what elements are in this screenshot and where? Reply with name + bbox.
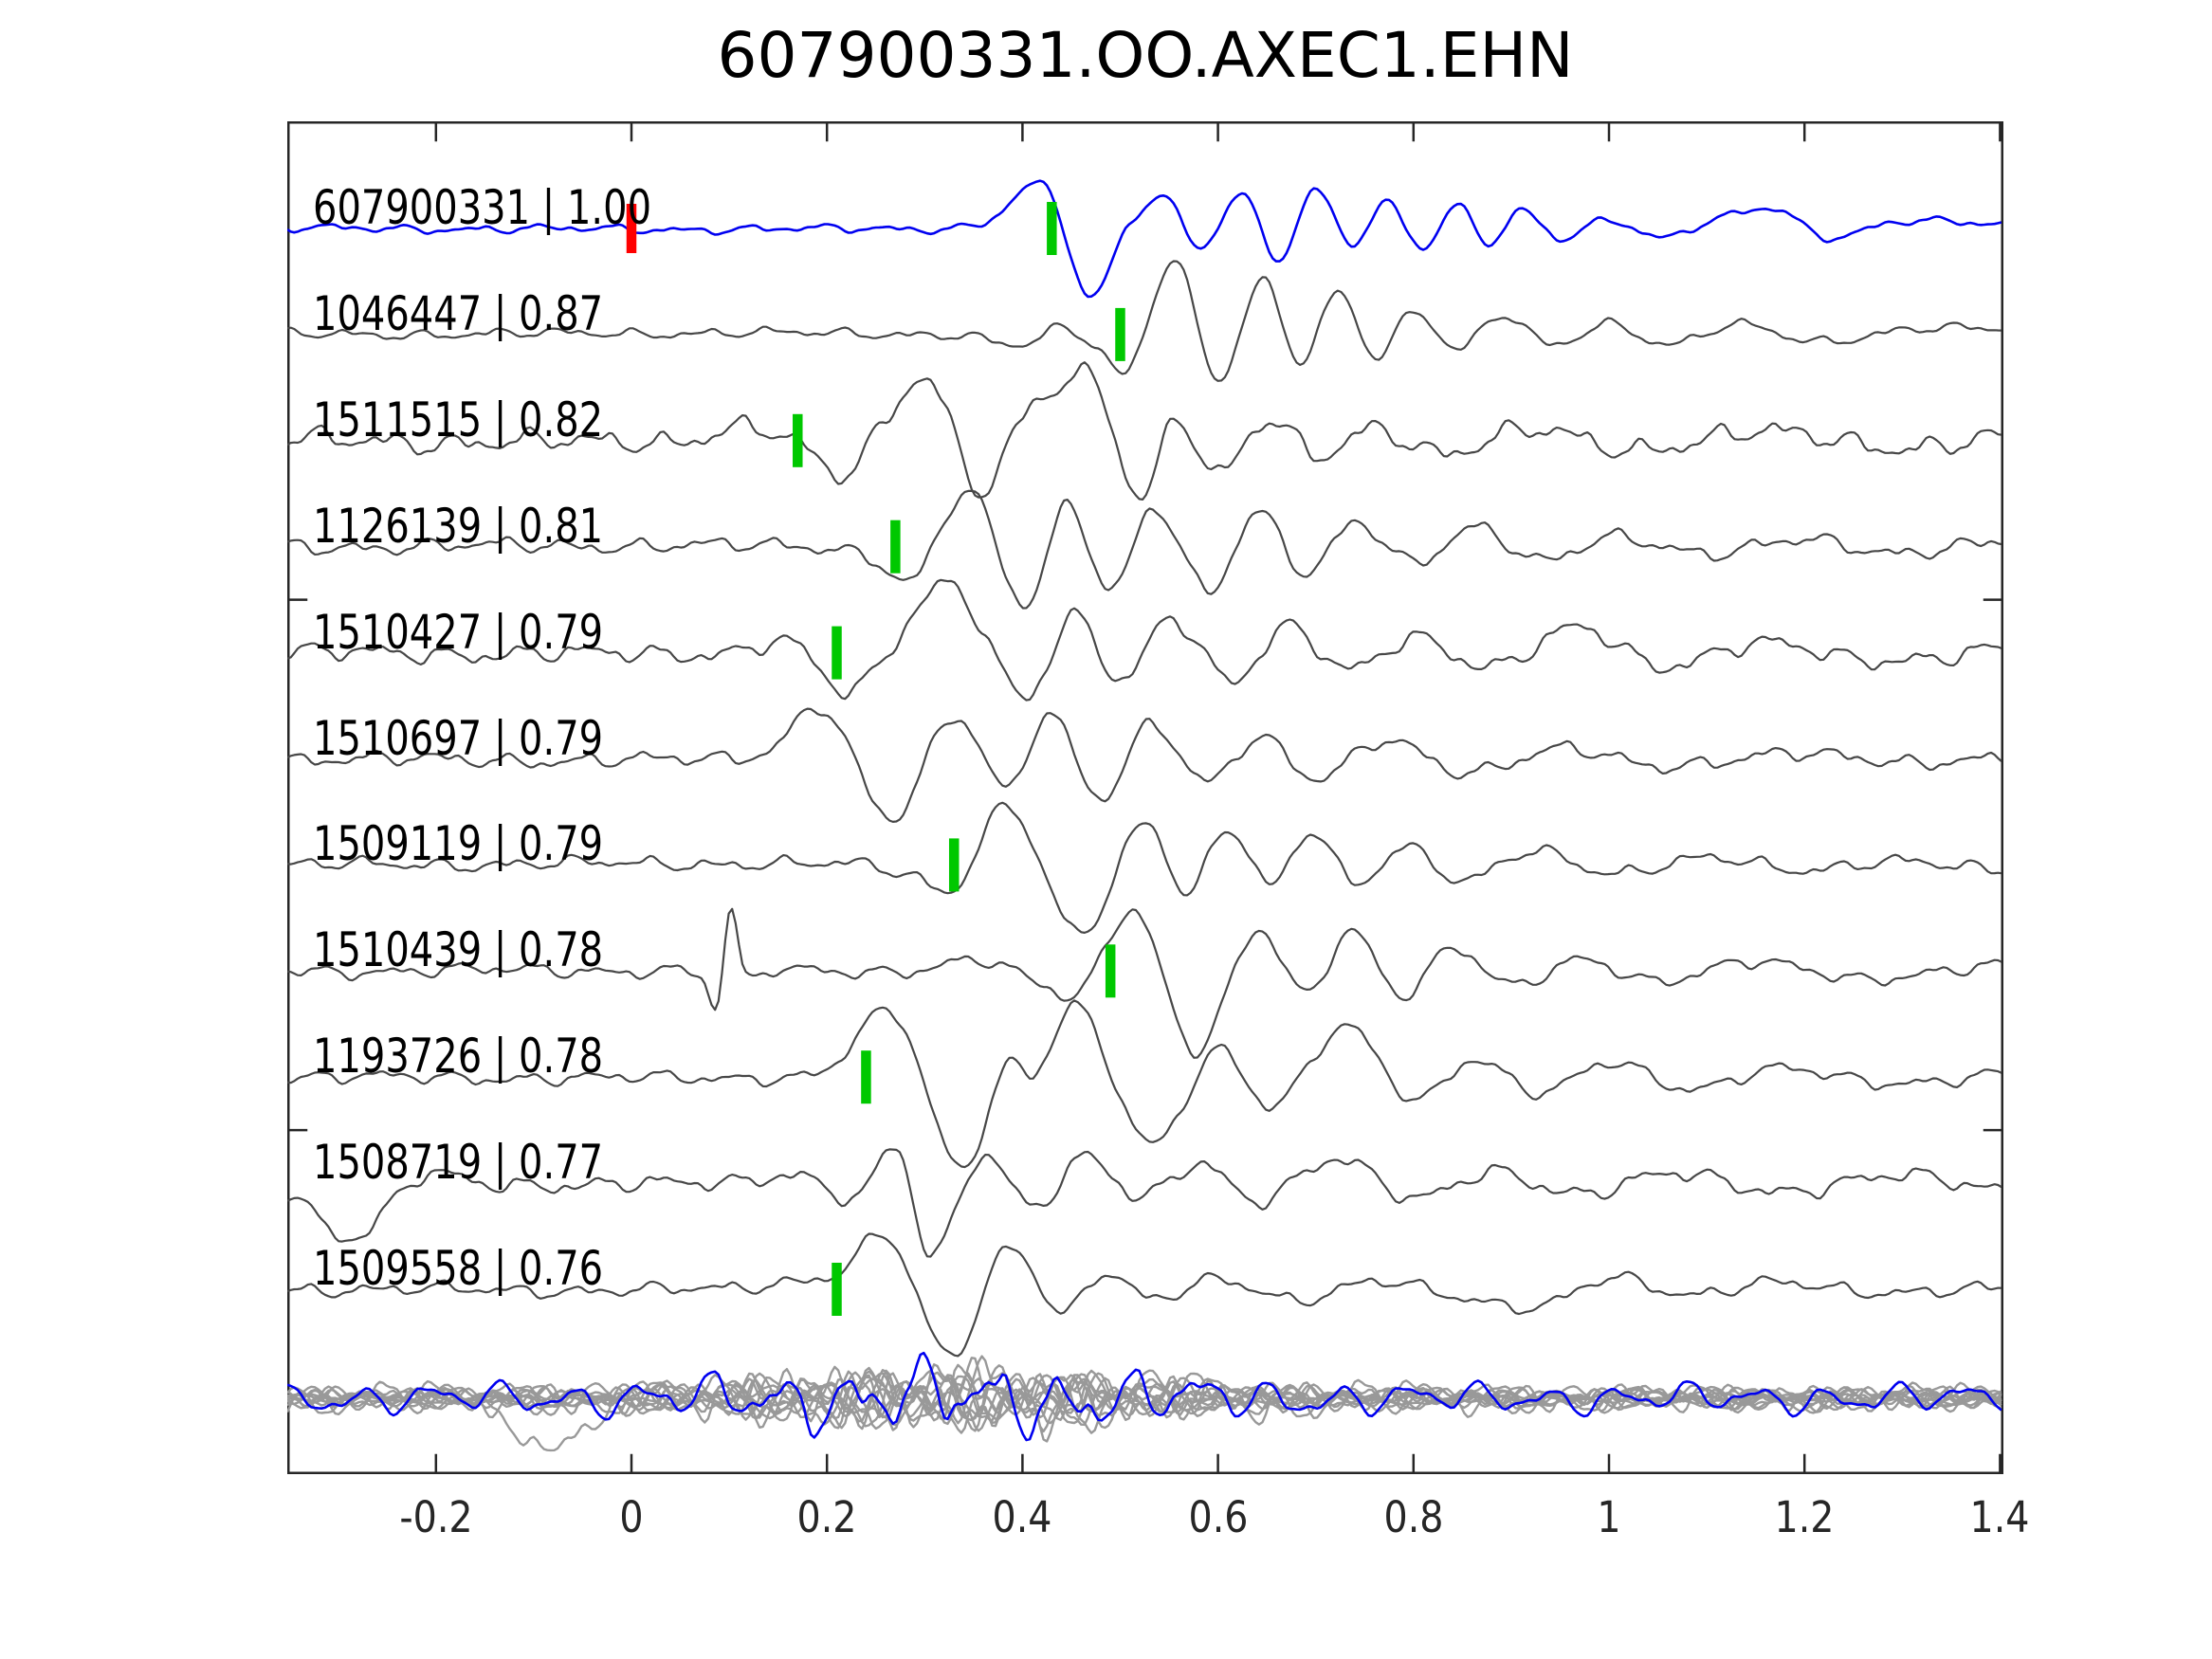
stack-trace: [287, 1369, 2002, 1424]
x-tick-label: 0: [619, 1492, 644, 1542]
pick-marker: [1047, 202, 1057, 255]
stack-trace: [287, 1364, 2002, 1427]
x-tick-label: 0.8: [1383, 1492, 1444, 1542]
waveform-1126139: [287, 489, 2002, 610]
x-tick-label: 1.4: [1969, 1492, 2030, 1542]
pick-marker: [832, 1263, 842, 1316]
pick-marker: [948, 838, 960, 892]
waveform-1509558: [287, 1232, 2002, 1358]
trace-label-1510439: 1510439 | 0.78: [313, 922, 604, 978]
waveform-1510697: [287, 707, 2002, 823]
waveform-607900331: [287, 179, 2002, 299]
trace-label-1046447: 1046447 | 0.87: [313, 285, 604, 341]
waveform-1510439: [287, 907, 2002, 1059]
trace-label-607900331: 607900331 | 1.00: [313, 180, 652, 235]
pick-marker: [793, 413, 803, 467]
waveform-1046447: [287, 260, 2002, 382]
x-tick-label: 0.6: [1188, 1492, 1249, 1542]
trace-label-1510427: 1510427 | 0.79: [313, 604, 604, 660]
trace-label-1509558: 1509558 | 0.76: [313, 1241, 604, 1296]
axis-frame: [287, 121, 2003, 1474]
waveform-plot: [287, 121, 2003, 1474]
trace-label-1508719: 1508719 | 0.77: [313, 1135, 604, 1191]
waveform-1511515: [287, 361, 2002, 501]
trace-label-1193726: 1193726 | 0.78: [313, 1029, 604, 1085]
trace-label-1510697: 1510697 | 0.79: [313, 710, 604, 766]
waveform-1193726: [287, 999, 2002, 1169]
waveform-1509119: [287, 801, 2002, 934]
pick-marker: [1115, 307, 1125, 361]
stack-trace: [287, 1363, 2002, 1443]
x-tick-label: 1.2: [1774, 1492, 1835, 1542]
plot-area: 607900331 | 1.00 1046447 | 0.87 1511515 | …: [287, 121, 2003, 1474]
x-tick-label: 0.4: [992, 1492, 1052, 1542]
x-tick-label: 0.2: [796, 1492, 857, 1542]
waveform-1510427: [287, 578, 2002, 702]
x-tick-label: -0.2: [399, 1492, 473, 1542]
reference-pick-marker: [626, 204, 637, 253]
stack-reference-trace: [287, 1351, 2002, 1442]
pick-marker: [832, 626, 842, 680]
pick-marker: [890, 520, 901, 574]
pick-marker: [861, 1050, 871, 1104]
trace-label-1511515: 1511515 | 0.82: [313, 392, 604, 447]
trace-label-1126139: 1126139 | 0.81: [313, 498, 604, 554]
stack-trace: [287, 1376, 2002, 1422]
pick-marker: [1105, 944, 1116, 998]
x-tick-label: 1: [1597, 1492, 1621, 1542]
trace-label-1509119: 1509119 | 0.79: [313, 816, 604, 872]
waveform-1508719: [287, 1148, 2002, 1258]
figure-title: 607900331.OO.AXEC1.EHN: [717, 19, 1574, 92]
